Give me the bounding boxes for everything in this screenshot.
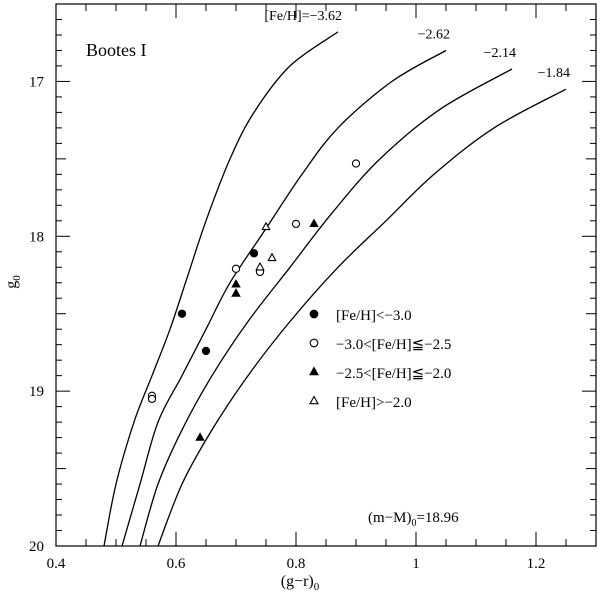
- open-triangle-marker: [267, 252, 277, 262]
- y-axis-label-main: g: [3, 281, 20, 289]
- isochrone-label: −2.14: [484, 46, 516, 61]
- isochrone-curves: [Fe/H]=−3.62 −2.62 −2.14 −1.84: [103, 9, 570, 547]
- x-tick-label: 0.4: [47, 556, 66, 572]
- legend: [Fe/H]<−3.0 −3.0<[Fe/H]≦−2.5 −2.5<[Fe/H]≦−…: [309, 308, 451, 411]
- filled-circle-marker: [201, 346, 211, 356]
- isochrone-label: −1.84: [538, 66, 570, 81]
- filled-circle-marker: [177, 309, 187, 318]
- filled-triangle-marker: [231, 278, 241, 288]
- y-axis-label-sub: 0: [11, 275, 23, 281]
- y-tick-label: 17: [29, 74, 45, 90]
- open-circle-marker: [231, 264, 241, 273]
- data-points: [147, 159, 361, 441]
- isochrone-label: [Fe/H]=−3.62: [264, 9, 342, 24]
- distance-modulus-label: (m−M): [368, 510, 411, 526]
- legend-entry-label: −3.0<[Fe/H]≦−2.5: [336, 337, 451, 353]
- x-tick-label: 1: [412, 556, 420, 572]
- isochrone-curve: [121, 49, 447, 547]
- filled-circle-marker: [249, 249, 259, 258]
- isochrone-curve: [157, 88, 567, 547]
- filled-triangle-marker: [309, 366, 319, 376]
- filled-circle-marker: [309, 309, 319, 319]
- open-triangle-marker: [309, 395, 319, 405]
- open-circle-marker: [291, 219, 301, 229]
- open-triangle-marker: [261, 221, 271, 231]
- filled-triangle-marker: [195, 432, 205, 441]
- distance-modulus-sub: 0: [411, 518, 416, 529]
- open-circle-marker: [147, 394, 157, 404]
- x-axis-label-sub: 0: [314, 581, 320, 593]
- filled-triangle-marker: [231, 288, 241, 297]
- isochrone-label: −2.62: [418, 27, 450, 42]
- x-axis-label-main: (g−r): [281, 573, 314, 590]
- filled-triangle-marker: [309, 218, 319, 228]
- legend-entry-label: [Fe/H]>−2.0: [336, 395, 412, 411]
- open-circle-marker: [309, 338, 319, 348]
- isochrone-curve: [139, 68, 513, 547]
- panel-label: Bootes I: [86, 40, 147, 60]
- x-axis-label: (g−r)0: [281, 573, 320, 593]
- x-tick-label: 1.2: [527, 556, 546, 572]
- distance-modulus-annotation: (m−M)0=18.96: [368, 510, 459, 529]
- isochrone-curve: [103, 31, 339, 547]
- x-tick-label: 0.6: [167, 556, 186, 572]
- y-tick-label: 18: [29, 229, 44, 245]
- y-axis-label: g0: [3, 275, 23, 289]
- open-circle-marker: [351, 159, 361, 168]
- legend-entry-label: [Fe/H]<−3.0: [336, 308, 412, 324]
- open-triangle-marker: [255, 261, 265, 271]
- y-tick-label: 19: [29, 384, 44, 400]
- distance-modulus-value: =18.96: [416, 510, 459, 526]
- x-tick-label: 0.8: [287, 556, 306, 572]
- axis-ticks: [55, 3, 597, 547]
- axis-tick-labels: 0.4 0.6 0.8 1 1.2 17 18 19 20: [29, 74, 545, 572]
- legend-entry-label: −2.5<[Fe/H]≦−2.0: [336, 366, 451, 382]
- plot-frame: [55, 3, 597, 547]
- y-tick-label: 20: [29, 539, 44, 555]
